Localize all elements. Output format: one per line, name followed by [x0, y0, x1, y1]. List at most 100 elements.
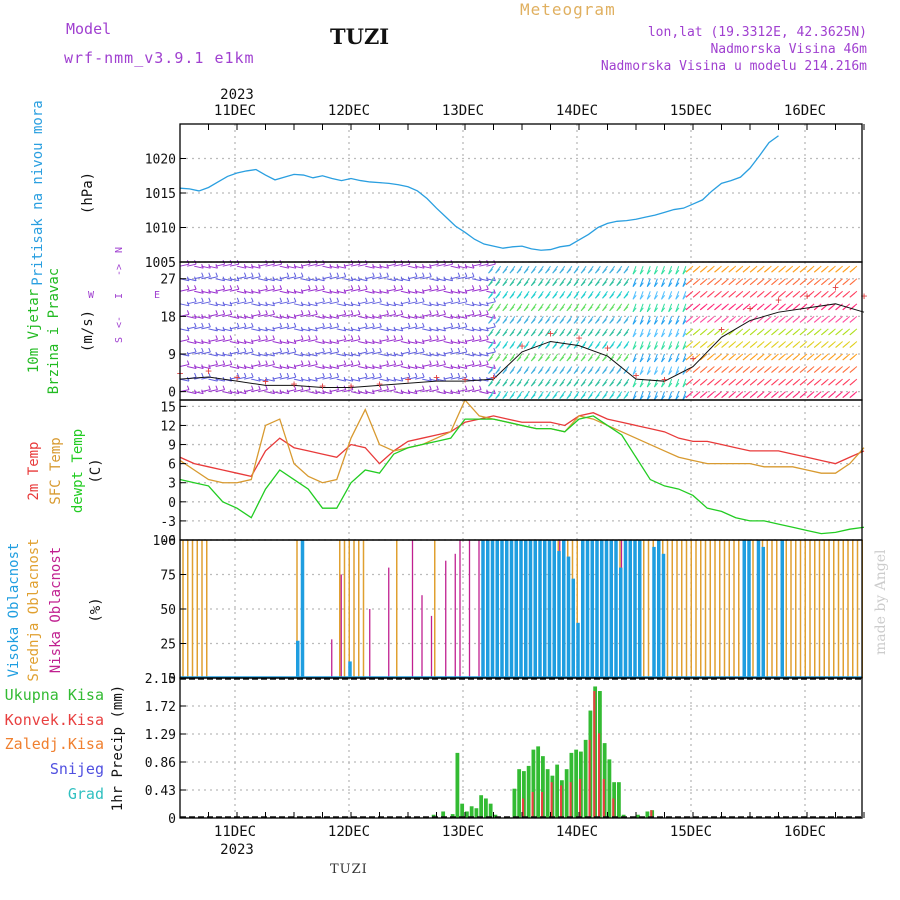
wind-barb-flag	[616, 369, 622, 374]
wind-barb	[293, 328, 304, 332]
wind-barb	[358, 376, 368, 380]
wind-barb-flag	[682, 332, 687, 338]
wind-barb-flag	[602, 369, 607, 374]
wind-barb-flag	[495, 381, 500, 387]
wind-barb-flag	[646, 345, 651, 350]
wind-barb-flag	[792, 380, 798, 386]
cloud-ytick-label: 50	[160, 603, 176, 618]
wind-barb	[215, 353, 225, 357]
wind-barb	[279, 315, 289, 319]
wind-barb-flag	[595, 293, 600, 299]
wind-barb-flag	[792, 343, 798, 348]
wind-barb-flag	[609, 306, 614, 312]
wind-barb-flag	[587, 394, 593, 399]
wind-barb-flag	[194, 285, 197, 290]
wind-barb	[443, 315, 453, 319]
wind-barb	[229, 366, 239, 370]
precip-total-bar	[474, 808, 479, 818]
cloud-high-bar	[604, 540, 609, 678]
pressure-ylabel-0: Pritisak na nivou mora	[30, 100, 46, 285]
wind-barb-flag	[587, 306, 593, 312]
precip-total-bar	[607, 759, 612, 818]
wind-barb	[365, 290, 375, 294]
wind-barb	[208, 378, 218, 382]
wind-barb	[372, 290, 382, 294]
wind-barb-flag	[828, 380, 834, 386]
wind-barb	[272, 366, 282, 370]
wind-barb-flag	[559, 356, 565, 362]
wind-barb	[422, 328, 432, 332]
wind-barb-flag	[538, 268, 543, 274]
wind-barb-flag	[682, 345, 687, 350]
wind-barb-flag	[653, 307, 658, 313]
wind-barb	[486, 376, 496, 380]
wind-barb	[350, 328, 361, 332]
wind-barb	[422, 338, 432, 342]
wind-barb	[229, 351, 239, 355]
wind-barb-flag	[609, 281, 614, 287]
wind-barb-flag	[509, 356, 515, 362]
wind-barb	[379, 265, 389, 269]
wind-barb	[293, 353, 304, 357]
wind-barb	[393, 364, 403, 368]
precip-conv-bar	[650, 810, 653, 818]
wind-barb	[450, 276, 460, 280]
wind-barb-flag	[785, 305, 791, 311]
wind-barb	[436, 313, 446, 317]
wind-barb-flag	[329, 347, 332, 353]
cloud-high-bar	[533, 540, 537, 678]
wind-barb	[272, 391, 282, 395]
wind-barb	[187, 315, 197, 319]
wind-barb-flag	[828, 330, 834, 336]
wind-barb-flag	[828, 368, 834, 373]
wind-barb	[486, 263, 496, 267]
wind-barb-flag	[559, 268, 565, 274]
wind-barb-flag	[357, 335, 361, 340]
wind-barb	[236, 376, 247, 380]
wind-barb	[479, 263, 489, 267]
wind-barb-flag	[372, 272, 375, 277]
wind-barb-flag	[771, 380, 777, 386]
wind-barb-flag	[806, 267, 813, 273]
wind-barb	[229, 288, 239, 292]
wind-barb	[293, 290, 304, 294]
wind-barb	[301, 263, 311, 267]
wind-barb	[472, 353, 482, 357]
wind-barb-flag	[721, 305, 727, 311]
wind-barb	[358, 315, 368, 319]
wind-barb-flag	[457, 347, 461, 353]
wind-barb	[450, 265, 460, 269]
wind-barb	[422, 276, 432, 280]
wind-barb-flag	[516, 331, 522, 337]
wind-barb-flag	[771, 280, 777, 286]
wind-barb	[393, 263, 403, 267]
wind-barb	[472, 313, 482, 317]
wind-barb-flag	[552, 268, 557, 274]
wind-barb	[272, 263, 282, 267]
wind-barb	[336, 389, 346, 393]
wind-barb	[400, 315, 410, 319]
cloud-high-bar	[571, 578, 575, 678]
wind-gust-mark: +	[661, 373, 668, 386]
wind-barb	[315, 351, 325, 355]
wind-barb	[343, 364, 353, 368]
wind-gust-mark: +	[376, 377, 383, 390]
wind-barb	[329, 340, 339, 344]
wind-barb-flag	[785, 292, 791, 298]
wind-barb-flag	[186, 360, 190, 365]
wind-barb-flag	[806, 280, 813, 286]
wind-barb-flag	[771, 305, 777, 311]
wind-barb-flag	[792, 393, 798, 399]
wind-barb	[187, 301, 197, 305]
wind-barb-flag	[756, 343, 763, 348]
wind-barb-flag	[538, 369, 543, 374]
wind-barb-flag	[668, 357, 673, 363]
wind-barb-flag	[721, 330, 727, 336]
cloud-high-bar	[595, 540, 599, 678]
wind-barb-flag	[464, 385, 468, 390]
wind-barb-flag	[566, 331, 572, 337]
wind-barb-flag	[516, 293, 522, 299]
wind-barb-flag	[208, 272, 211, 277]
wind-barb-flag	[849, 355, 855, 361]
wind-barb-flag	[749, 267, 756, 273]
